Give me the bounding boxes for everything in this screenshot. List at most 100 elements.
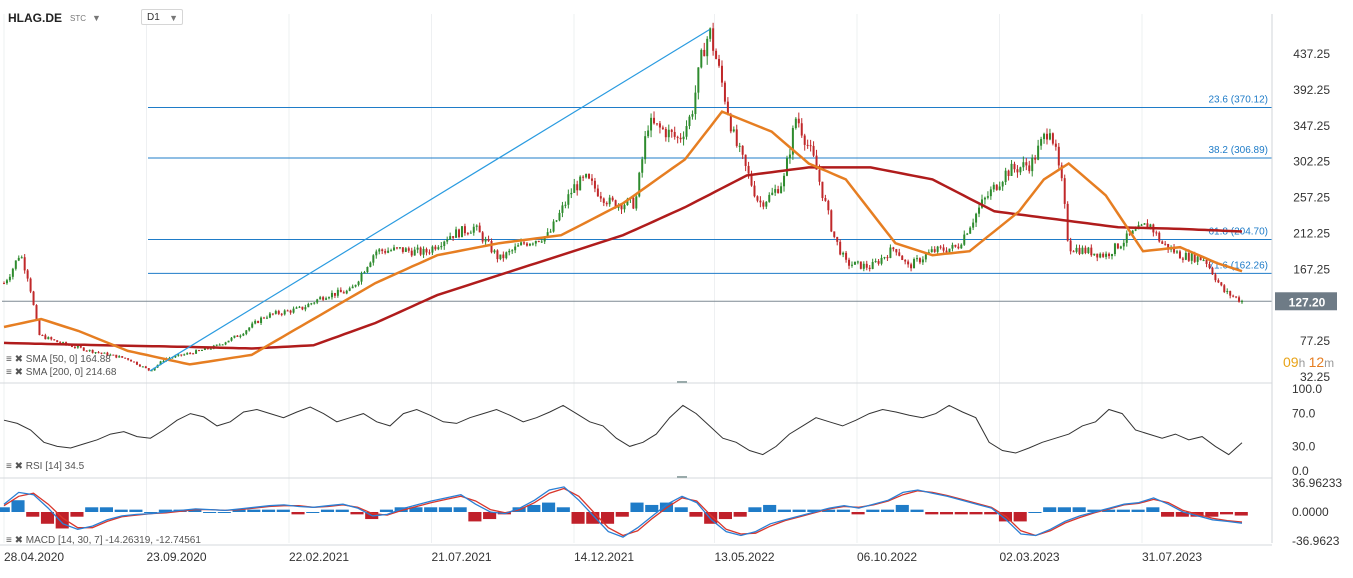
macd-histogram-bar <box>483 512 497 520</box>
candle-body <box>880 257 883 264</box>
rsi-legend: ≡ ✖ RSI [14] 34.5 <box>6 461 85 472</box>
candle-body <box>124 357 127 359</box>
macd-histogram-bar <box>291 512 305 515</box>
candle-body <box>653 117 656 124</box>
candle-body <box>561 205 564 213</box>
candle-body <box>443 241 446 246</box>
candle-body <box>322 297 325 300</box>
candle-body <box>1016 169 1019 173</box>
candle-body <box>670 129 673 132</box>
symbol-suffix: STC <box>70 13 86 23</box>
price-panel: 437.25 392.25 347.25 302.25 257.25 212.25 167.… <box>2 14 1337 543</box>
candle-body <box>768 194 771 202</box>
candle-body <box>431 246 434 253</box>
candle-body <box>271 313 274 315</box>
candle-body <box>1128 233 1131 235</box>
macd-histogram-bar <box>1013 512 1027 522</box>
macd-histogram-bar <box>969 512 983 515</box>
candle-body <box>785 158 788 176</box>
macd-tick-label: 36.96233 <box>1292 476 1342 490</box>
candle-body <box>1019 167 1022 173</box>
candle-body <box>1028 165 1031 172</box>
sma50-legend: ≡ ✖ SMA [50, 0] 164.88 <box>6 354 111 365</box>
candle-body <box>1105 253 1108 257</box>
countdown-minutes: 12 <box>1309 354 1325 370</box>
candle-body <box>118 356 121 358</box>
candle-body <box>1102 253 1105 257</box>
candle-body <box>723 82 726 102</box>
macd-histogram-bar <box>438 507 452 512</box>
candle-body <box>978 207 981 214</box>
candle-body <box>260 317 263 323</box>
candle-body <box>274 311 277 314</box>
candle-body <box>895 249 898 253</box>
symbol-dropdown-icon[interactable]: ▼ <box>92 13 101 23</box>
candle-body <box>641 159 644 173</box>
candle-body <box>992 184 995 190</box>
bar-countdown: 09h 12m <box>1283 354 1334 370</box>
candle-body <box>1048 133 1051 140</box>
candle-body <box>239 335 242 337</box>
macd-histogram-bar <box>1205 512 1219 517</box>
candle-body <box>1084 247 1087 253</box>
x-tick-label: 02.03.2023 <box>1000 550 1060 564</box>
candle-body <box>478 225 481 233</box>
candle-body <box>428 252 431 254</box>
candle-body <box>718 58 721 66</box>
candle-body <box>1178 251 1181 259</box>
x-tick-label: 13.05.2022 <box>715 550 775 564</box>
candle-body <box>20 257 23 259</box>
candle-body <box>301 306 304 310</box>
candle-body <box>144 366 147 369</box>
x-tick-label: 21.07.2021 <box>432 550 492 564</box>
candle-body <box>280 313 283 315</box>
candle-body <box>1202 260 1205 262</box>
candle-body <box>1149 224 1152 228</box>
candle-body <box>898 252 901 256</box>
candle-body <box>667 129 670 138</box>
candle-body <box>277 311 280 314</box>
candle-body <box>1063 178 1066 204</box>
candle-body <box>133 361 136 363</box>
candle-body <box>192 353 195 355</box>
timeframe-select[interactable]: D1 ▼ <box>141 9 183 25</box>
candle-body <box>579 176 582 191</box>
candle-body <box>171 357 174 359</box>
candle-body <box>555 220 558 222</box>
candle-body <box>263 317 266 319</box>
candle-body <box>50 337 53 340</box>
candle-body <box>127 358 130 360</box>
candle-body <box>375 251 378 256</box>
macd-histogram-bar <box>424 507 438 512</box>
macd-histogram-bar <box>203 512 217 513</box>
trend-line <box>149 28 710 372</box>
candle-body <box>1078 247 1081 254</box>
candle-body <box>135 361 138 365</box>
candle-body <box>573 184 576 193</box>
macd-histogram-bar <box>11 500 25 512</box>
candle-body <box>1125 233 1128 243</box>
candle-body <box>218 344 221 346</box>
candle-body <box>466 233 469 235</box>
candle-body <box>676 136 679 138</box>
candle-body <box>850 264 853 266</box>
candle-body <box>800 123 803 136</box>
candle-body <box>221 344 224 346</box>
candle-body <box>871 262 874 269</box>
candle-body <box>827 200 830 211</box>
candle-body <box>564 204 567 206</box>
macd-histogram-bar <box>1219 512 1234 515</box>
candle-body <box>954 244 957 247</box>
candle-body <box>1181 258 1184 260</box>
candle-body <box>537 240 540 242</box>
candle-body <box>26 270 29 279</box>
candle-body <box>1013 163 1016 170</box>
candle-body <box>446 239 449 242</box>
candle-body <box>91 349 94 353</box>
candle-body <box>186 353 189 355</box>
candle-body <box>1241 301 1243 303</box>
candle-body <box>830 210 833 232</box>
candle-body <box>839 241 842 255</box>
macd-histogram-bar <box>866 509 880 512</box>
